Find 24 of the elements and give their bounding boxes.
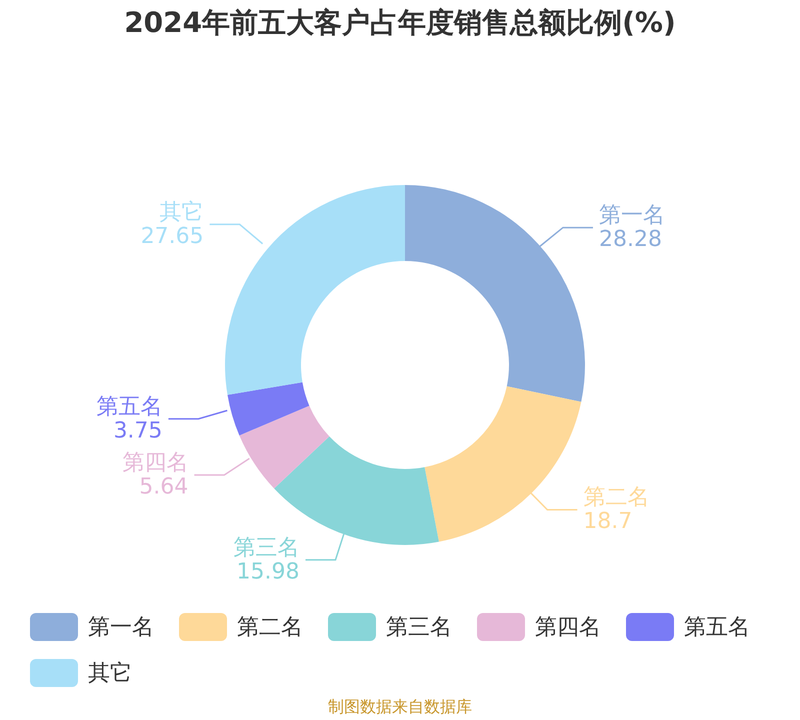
data-label: 18.7 (583, 509, 632, 534)
slice-label: 第二名 (583, 485, 650, 510)
slice-label: 第三名 (233, 535, 300, 560)
slice-label: 第五名 (96, 394, 162, 420)
donut-slice (424, 386, 582, 542)
legend-label: 第五名 (684, 614, 750, 642)
data-label: 27.65 (140, 224, 204, 249)
data-label: 28.28 (598, 227, 662, 252)
legend-label: 第二名 (237, 614, 303, 642)
slice-label: 其它 (160, 200, 204, 225)
data-label: 15.98 (236, 559, 300, 584)
chart-title: 2024年前五大客户占年度销售总额比例(%) (123, 5, 677, 41)
donut-slice (227, 382, 310, 436)
text: 制图数据来自数据库 (327, 696, 473, 718)
legend-label: 第四名 (535, 614, 601, 642)
slice-label: 第一名 (598, 203, 665, 228)
data-label: 5.64 (139, 474, 188, 500)
legend-label: 第一名 (88, 614, 154, 642)
data-label: 3.75 (113, 418, 162, 444)
donut-slice (225, 185, 405, 395)
legend-label: 第三名 (386, 614, 452, 642)
donut-slice (239, 406, 330, 489)
legend-label: 其它 (88, 660, 132, 688)
slice-label: 第四名 (122, 450, 188, 476)
